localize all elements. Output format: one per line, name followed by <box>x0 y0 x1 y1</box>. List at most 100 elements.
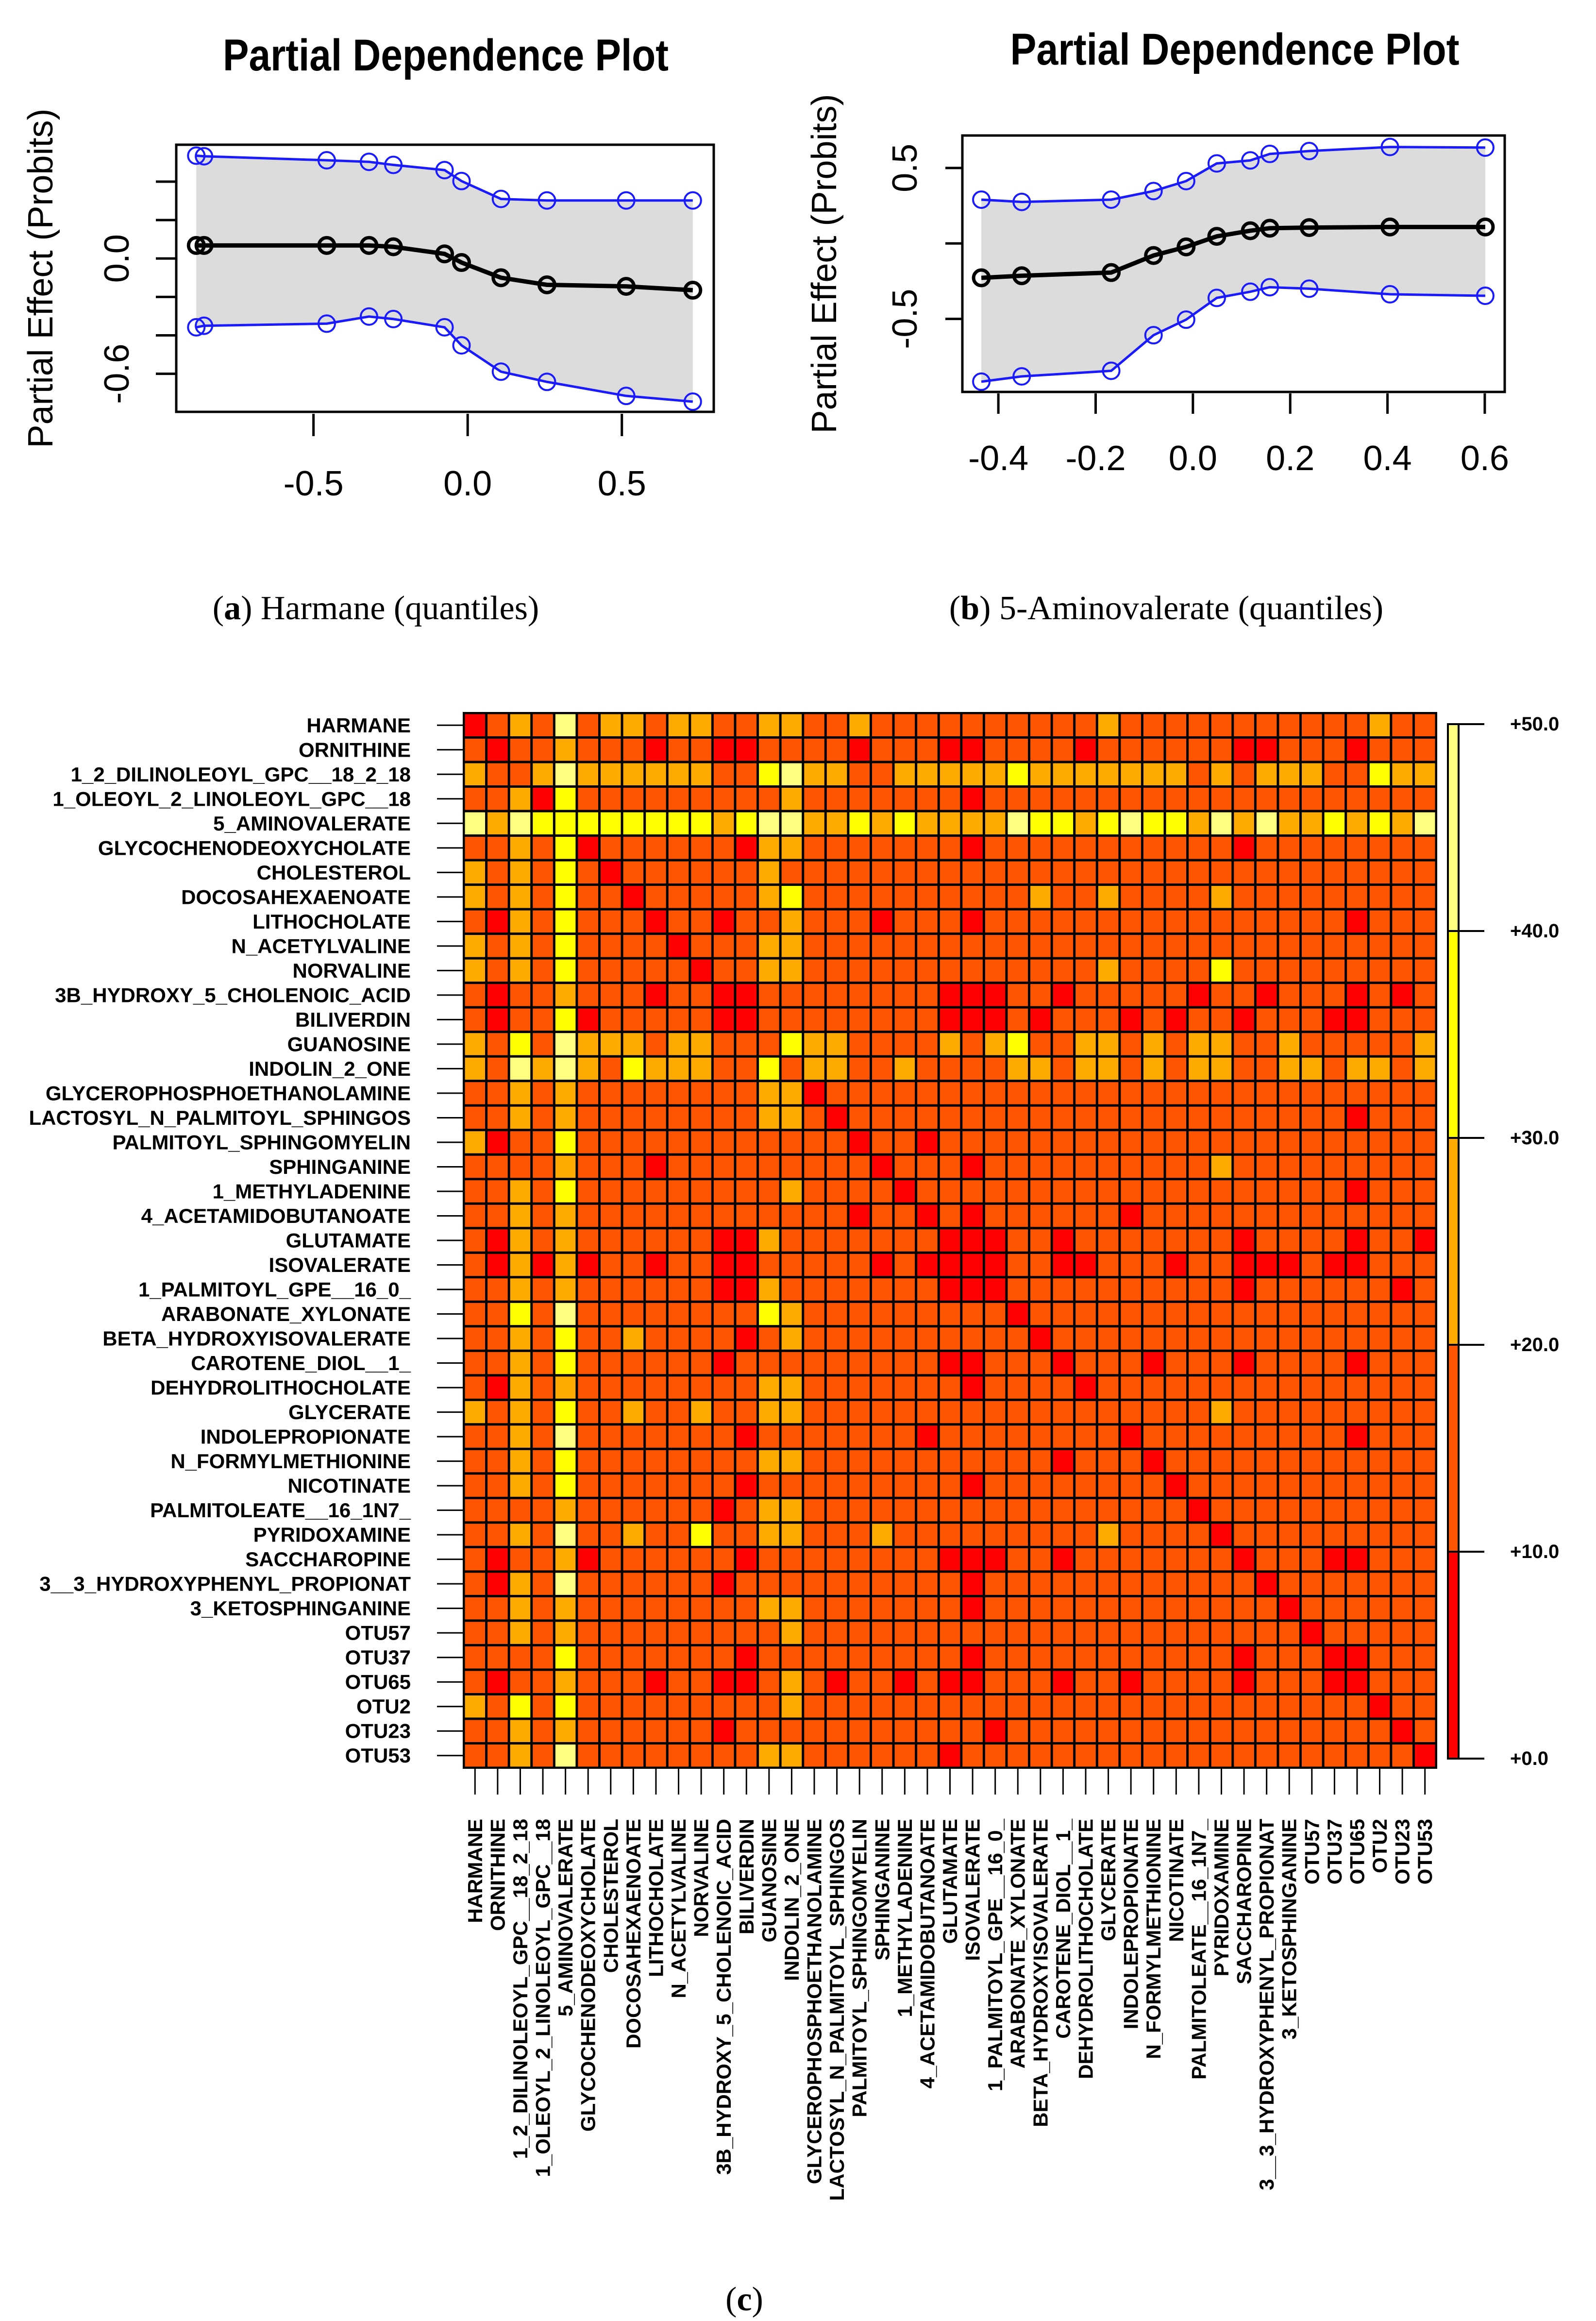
heatmap-cell <box>759 714 779 737</box>
heatmap-cell <box>487 959 508 982</box>
heatmap-cell <box>1256 1229 1277 1252</box>
heatmap-cell <box>623 1278 644 1301</box>
heatmap-cell <box>917 1425 938 1448</box>
heatmap-cell <box>1279 1229 1300 1252</box>
heatmap-cell <box>1189 1524 1209 1546</box>
heatmap-cell <box>849 1720 870 1742</box>
heatmap-cell <box>600 1450 621 1473</box>
data-point-estimate <box>1012 266 1031 286</box>
heatmap-cell <box>1302 1573 1322 1595</box>
heatmap-cell <box>487 1327 508 1350</box>
heatmap-cell <box>713 1303 734 1325</box>
heatmap-cell <box>1234 1033 1254 1055</box>
row-label: N_ACETYLVALINE <box>232 934 411 957</box>
heatmap-cell <box>781 1106 802 1129</box>
data-point-lower <box>617 387 636 406</box>
heatmap-cell <box>736 1082 757 1104</box>
heatmap-cell <box>1143 1082 1164 1104</box>
heatmap-cell <box>1166 763 1187 786</box>
heatmap-cell <box>646 1303 666 1325</box>
heatmap-cell <box>510 1450 531 1473</box>
heatmap-cell <box>962 1204 983 1227</box>
heatmap-cell <box>804 1376 824 1399</box>
heatmap-cell <box>487 984 508 1006</box>
heatmap-cell <box>510 1106 531 1129</box>
heatmap-cell <box>872 1008 892 1031</box>
heatmap-cell <box>1189 1401 1209 1423</box>
heatmap-cell <box>487 1082 508 1104</box>
heatmap-cell <box>668 812 689 835</box>
heatmap-cell <box>759 1499 779 1522</box>
heatmap-cell <box>668 1204 689 1227</box>
heatmap-cell <box>849 1695 870 1718</box>
heatmap-cells <box>463 712 1437 1769</box>
heatmap-cell <box>1030 1303 1051 1325</box>
heatmap-cell <box>1279 935 1300 957</box>
heatmap-cell <box>804 886 824 908</box>
heatmap-cell <box>1256 1646 1277 1669</box>
heatmap-cell <box>1302 1131 1322 1153</box>
heatmap-cell <box>917 1499 938 1522</box>
heatmap-cell <box>1008 1327 1028 1350</box>
heatmap-cell <box>1392 1450 1412 1473</box>
heatmap-cell <box>759 1450 779 1473</box>
heatmap-cell <box>691 739 711 761</box>
heatmap-cell <box>623 1008 644 1031</box>
heatmap-cell <box>623 837 644 859</box>
heatmap-cell <box>1256 1548 1277 1571</box>
heatmap-cell <box>1347 1057 1367 1080</box>
heatmap-cell <box>1302 1106 1322 1129</box>
heatmap-cell <box>1234 1474 1254 1497</box>
heatmap-cell <box>1324 1425 1345 1448</box>
heatmap-cell <box>578 1474 598 1497</box>
heatmap-cell <box>510 1204 531 1227</box>
heatmap-cell <box>713 1548 734 1571</box>
heatmap-cell <box>940 763 960 786</box>
heatmap-cell <box>759 861 779 884</box>
column-label: 1_METHYLADENINE <box>893 1819 916 2017</box>
heatmap-cell <box>1030 1720 1051 1742</box>
heatmap-cell <box>623 886 644 908</box>
heatmap-cell <box>849 1033 870 1055</box>
heatmap-cell <box>510 1622 531 1644</box>
data-point-estimate <box>617 277 636 296</box>
heatmap-cell <box>894 1278 915 1301</box>
heatmap-cell <box>872 1548 892 1571</box>
heatmap-cell <box>1053 788 1074 810</box>
heatmap-cell <box>962 1671 983 1693</box>
column-label: INDOLEPROPIONATE <box>1120 1819 1142 2029</box>
heatmap-cell <box>804 1720 824 1742</box>
heatmap-cell <box>1414 1352 1435 1374</box>
heatmap-cell <box>1189 1720 1209 1742</box>
heatmap-cell <box>1256 788 1277 810</box>
heatmap-cell <box>872 959 892 982</box>
heatmap-cell <box>713 739 734 761</box>
heatmap-cell <box>555 1082 576 1104</box>
heatmap-cell <box>578 1106 598 1129</box>
column-label: 3_KETOSPHINGANINE <box>1278 1819 1301 2039</box>
heatmap-cell <box>1392 1180 1412 1203</box>
heatmap-cell <box>691 1573 711 1595</box>
heatmap-cell <box>555 714 576 737</box>
heatmap-cell <box>533 1720 553 1742</box>
heatmap-cell <box>1347 1450 1367 1473</box>
heatmap-cell <box>646 1229 666 1252</box>
heatmap-cell <box>1302 1327 1322 1350</box>
heatmap-cell <box>1143 886 1164 908</box>
heatmap-cell <box>646 1597 666 1620</box>
heatmap-cell <box>1347 1376 1367 1399</box>
heatmap-cell <box>1075 1597 1096 1620</box>
heatmap-cell <box>940 935 960 957</box>
heatmap-cell <box>1121 959 1141 982</box>
data-point-lower <box>384 309 403 328</box>
heatmap-cell <box>736 1548 757 1571</box>
heatmap-cell <box>781 910 802 933</box>
heatmap-cell <box>691 714 711 737</box>
heatmap-cell <box>781 1450 802 1473</box>
heatmap-cell <box>1414 1180 1435 1203</box>
heatmap-cell <box>1189 1425 1209 1448</box>
heatmap-cell <box>759 1082 779 1104</box>
heatmap-cell <box>623 1695 644 1718</box>
heatmap-cell <box>1256 1057 1277 1080</box>
heatmap-cell <box>1324 886 1345 908</box>
